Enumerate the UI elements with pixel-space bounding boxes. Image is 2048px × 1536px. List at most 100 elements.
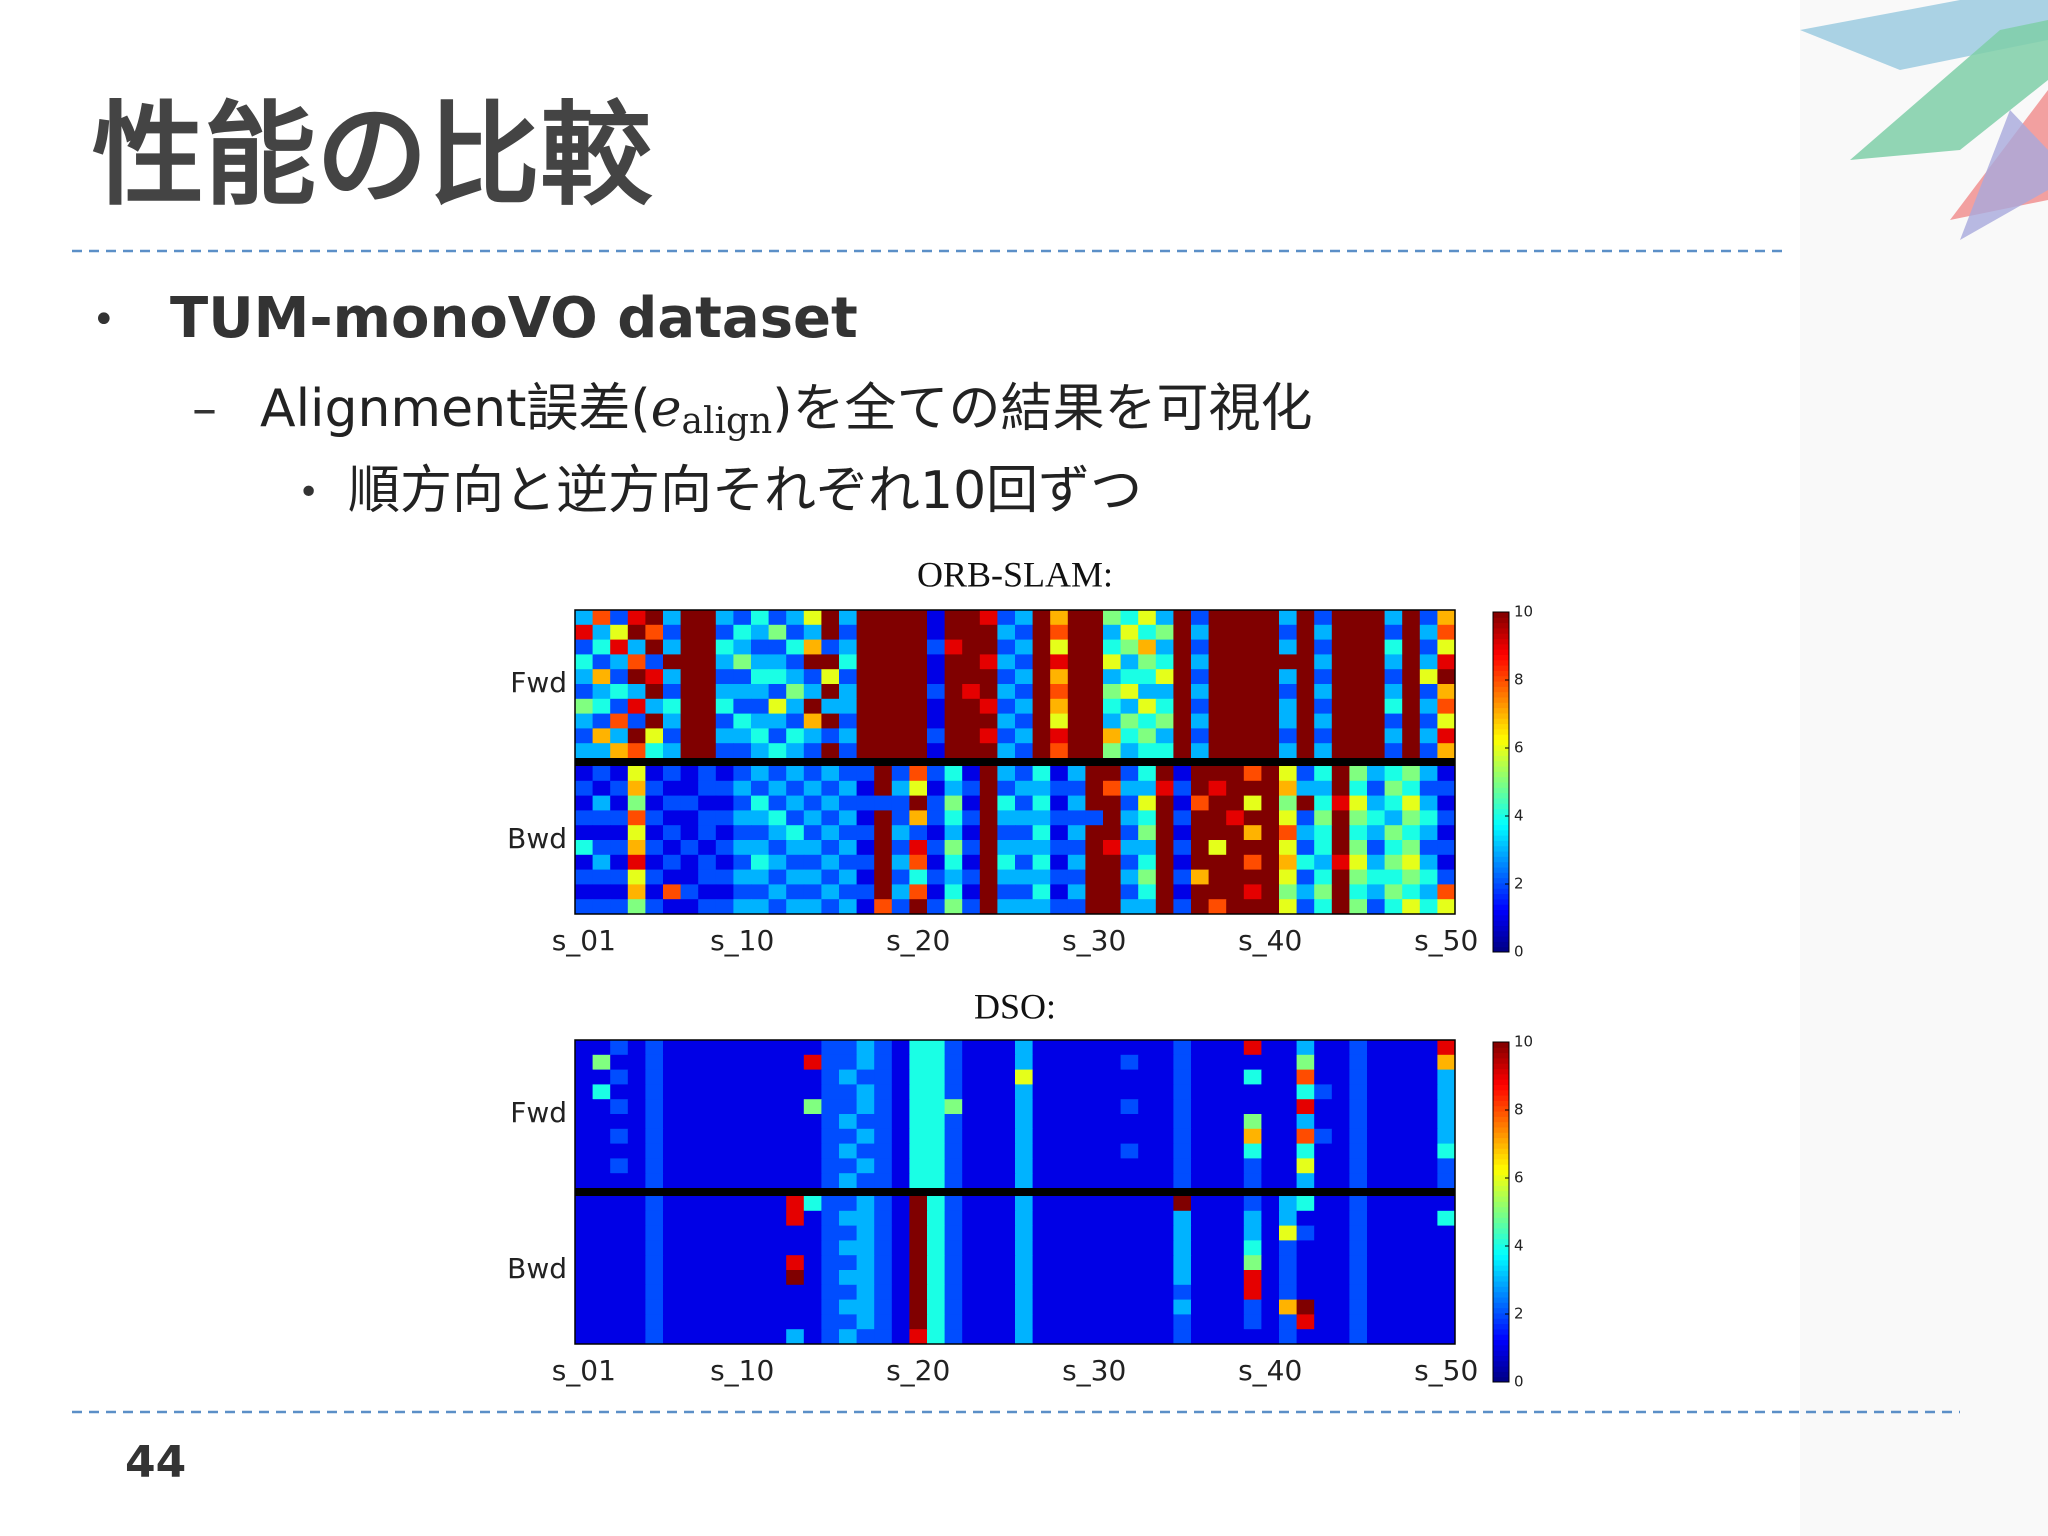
heat-cell bbox=[1032, 1173, 1051, 1189]
heat-cell bbox=[839, 884, 858, 900]
heat-cell bbox=[751, 1284, 770, 1301]
colorbar-tick-label: 8 bbox=[1514, 1101, 1524, 1119]
heat-cell bbox=[1261, 639, 1280, 655]
colorbar-step bbox=[1493, 1270, 1509, 1277]
colorbar-step bbox=[1493, 712, 1509, 719]
heat-cell bbox=[575, 1196, 594, 1212]
heat-cell bbox=[944, 1158, 963, 1174]
heat-cell bbox=[715, 743, 734, 759]
heat-cell bbox=[680, 1210, 699, 1227]
heat-cell bbox=[1085, 1114, 1104, 1130]
math-subscript: align bbox=[682, 401, 773, 442]
heat-cell bbox=[1067, 1196, 1086, 1212]
heat-cell bbox=[1226, 869, 1245, 885]
heat-cell bbox=[645, 810, 664, 826]
heat-cell bbox=[592, 1040, 611, 1056]
heat-cell bbox=[1314, 743, 1333, 759]
heat-cell bbox=[891, 810, 910, 826]
heat-cell bbox=[962, 1084, 981, 1100]
heat-cell bbox=[663, 840, 682, 856]
heat-cell bbox=[1261, 1069, 1280, 1085]
heat-cell bbox=[1155, 1196, 1174, 1212]
heat-cell bbox=[874, 713, 893, 729]
heat-cell bbox=[751, 1314, 770, 1330]
heat-cell bbox=[839, 766, 858, 782]
heat-cell bbox=[997, 1299, 1016, 1315]
heat-cell bbox=[1173, 728, 1192, 744]
heat-cell bbox=[1032, 899, 1051, 915]
heat-cell bbox=[839, 840, 858, 856]
heat-cell bbox=[1191, 639, 1210, 655]
heat-cell bbox=[592, 639, 611, 655]
heat-cell bbox=[891, 743, 910, 759]
heat-cell bbox=[1419, 624, 1438, 641]
heat-cell bbox=[1261, 1284, 1280, 1301]
heat-cell bbox=[1349, 1143, 1368, 1159]
heat-cell bbox=[1032, 869, 1051, 885]
heat-cell bbox=[1296, 624, 1315, 641]
heat-cell bbox=[856, 1255, 875, 1271]
heat-cell bbox=[1314, 624, 1333, 641]
heat-cell bbox=[1367, 1270, 1386, 1286]
colorbar-step bbox=[1493, 1328, 1509, 1335]
heat-cell bbox=[1103, 1225, 1122, 1241]
heat-cell bbox=[1349, 854, 1368, 871]
heat-cell bbox=[1208, 825, 1227, 841]
heat-cell bbox=[627, 1099, 646, 1115]
heat-cell bbox=[1367, 1114, 1386, 1130]
heat-cell bbox=[627, 1158, 646, 1174]
heat-cell bbox=[627, 1284, 646, 1301]
heat-cell bbox=[979, 1284, 998, 1301]
heat-cell bbox=[1419, 1158, 1438, 1174]
heat-cell bbox=[1437, 766, 1456, 782]
heat-cell bbox=[1384, 899, 1403, 915]
heat-cell bbox=[1208, 1143, 1227, 1159]
heat-cell bbox=[1191, 795, 1210, 811]
heat-cell bbox=[856, 1210, 875, 1227]
heat-cell bbox=[1191, 610, 1210, 626]
heat-cell bbox=[944, 1196, 963, 1212]
heat-cell bbox=[1085, 810, 1104, 826]
heat-cell bbox=[1085, 1158, 1104, 1174]
heat-cell bbox=[1314, 766, 1333, 782]
heat-cell bbox=[1279, 1240, 1298, 1256]
heat-cell bbox=[575, 639, 594, 655]
heat-cell bbox=[1032, 1255, 1051, 1271]
colorbar-step bbox=[1493, 1084, 1509, 1091]
heat-cell bbox=[1367, 810, 1386, 826]
heat-cell bbox=[944, 869, 963, 885]
heat-cell bbox=[1173, 639, 1192, 655]
heat-cell bbox=[786, 780, 805, 797]
heat-cell bbox=[1226, 1299, 1245, 1315]
heat-cell bbox=[979, 1054, 998, 1071]
heat-cell bbox=[575, 713, 594, 729]
heat-cell bbox=[1050, 884, 1069, 900]
heat-cell bbox=[1349, 1299, 1368, 1315]
heat-cell bbox=[1261, 1299, 1280, 1315]
heat-cell bbox=[715, 825, 734, 841]
heat-cell bbox=[715, 766, 734, 782]
heat-cell bbox=[786, 854, 805, 871]
heat-cell bbox=[751, 1099, 770, 1115]
heat-cell bbox=[1296, 1173, 1315, 1189]
heat-cell bbox=[944, 1114, 963, 1130]
heat-cell bbox=[1155, 1270, 1174, 1286]
heat-cell bbox=[874, 743, 893, 759]
heat-cell bbox=[1120, 639, 1139, 655]
heat-cell bbox=[575, 610, 594, 626]
heat-cell bbox=[1226, 1270, 1245, 1286]
heat-cell bbox=[1419, 1099, 1438, 1115]
heat-cell bbox=[1402, 1158, 1421, 1174]
heat-cell bbox=[997, 639, 1016, 655]
heat-cell bbox=[610, 1196, 629, 1212]
heat-cell bbox=[944, 1225, 963, 1241]
heat-cell bbox=[1067, 1240, 1086, 1256]
heat-cell bbox=[909, 869, 928, 885]
heat-cell bbox=[1402, 1314, 1421, 1330]
heat-cell bbox=[803, 1255, 822, 1271]
heat-cell bbox=[1085, 1210, 1104, 1227]
heat-cell bbox=[1402, 639, 1421, 655]
heat-cell bbox=[1402, 1329, 1421, 1345]
heat-cell bbox=[803, 795, 822, 811]
heat-cell bbox=[1067, 1069, 1086, 1085]
